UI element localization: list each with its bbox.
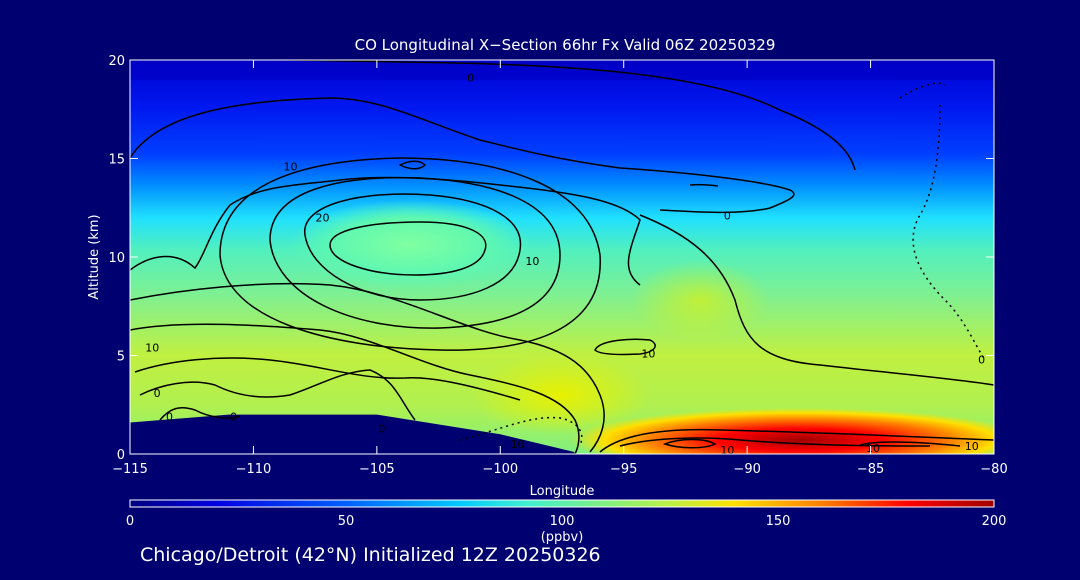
contour-line [599, 428, 994, 453]
x-tick-label: −115 [112, 462, 148, 477]
colorbar-unit-label: (ppbv) [541, 530, 584, 545]
x-tick-label: −85 [857, 462, 884, 477]
contour-label: 10 [525, 255, 539, 268]
chart-title: CO Longitudinal X−Section 66hr Fx Valid … [355, 36, 776, 54]
contour-label: 0 [154, 387, 161, 400]
contour-line [594, 338, 656, 356]
axes: −115 −110 −105 −100 −95 −90 −85 −80 0 5 10 15 20 [108, 54, 1007, 477]
contour-label: 10 [866, 442, 880, 455]
field-yellow-plume [470, 355, 650, 435]
colorbar-tick-label: 0 [126, 514, 134, 529]
contour-line [329, 221, 487, 276]
field-surface-maximum [570, 408, 994, 454]
contour-label: 10 [641, 348, 655, 361]
contour-label: 10 [145, 342, 159, 355]
contour-line [269, 176, 561, 329]
contour-label: 10 [720, 444, 734, 457]
y-axis-label: Altitude (km) [87, 214, 102, 299]
co-field [130, 60, 994, 454]
contour-line [159, 407, 241, 421]
contour-label: 0 [978, 353, 985, 366]
terrain [130, 414, 575, 454]
contour-line [130, 60, 856, 171]
contour-label: 0 [724, 210, 731, 223]
contour-label: 20 [316, 212, 330, 225]
contour-label: 10 [511, 438, 525, 451]
contour-label: 0 [230, 411, 237, 424]
x-tick-label: −95 [610, 462, 637, 477]
contour-line [662, 438, 717, 449]
footer-caption: Chicago/Detroit (42°N) Initialized 12Z 2… [140, 544, 601, 566]
x-tick-label: −80 [980, 462, 1007, 477]
field-upper-maximum [290, 200, 530, 290]
contour-label: 0 [378, 422, 385, 435]
contour-line [130, 176, 641, 286]
colorbar: 0 50 100 150 200 [126, 499, 1007, 529]
contour-line [639, 214, 994, 386]
colorbar-tick-label: 200 [982, 514, 1007, 529]
y-tick-label: 5 [117, 350, 125, 365]
x-tick-label: −110 [236, 462, 272, 477]
y-tick-label: 0 [117, 448, 125, 463]
contour-line [130, 323, 580, 454]
colorbar-tick-label: 100 [550, 514, 575, 529]
contour-line-dotted [899, 82, 986, 361]
contour-line [398, 160, 427, 170]
contour-line [219, 157, 601, 351]
field-yellow-patch [630, 260, 770, 340]
contour-line [619, 437, 931, 447]
contour-line [859, 441, 961, 447]
x-axis-label: Longitude [530, 484, 595, 499]
x-tick-label: −90 [733, 462, 760, 477]
colorbar-tick-label: 150 [766, 514, 791, 529]
y-tick-label: 20 [108, 54, 125, 69]
y-tick-label: 15 [108, 153, 125, 168]
colorbar-ramp [129, 499, 995, 508]
contour-line [134, 357, 521, 401]
contour-line [130, 282, 605, 453]
contour-label: 0 [166, 411, 173, 424]
contour-line [130, 97, 795, 214]
contour-line [689, 183, 719, 187]
x-tick-label: −100 [482, 462, 518, 477]
contour-label: 10 [283, 160, 297, 173]
x-tick-label: −105 [359, 462, 395, 477]
contour-line-dotted [459, 416, 583, 446]
contour-label: 0 [467, 72, 474, 85]
contour-label: 10 [965, 440, 979, 453]
field-top-band [130, 60, 994, 80]
contour-lines [130, 60, 994, 454]
contour-line [139, 369, 416, 421]
y-tick-label: 10 [108, 251, 125, 266]
colorbar-tick-label: 50 [338, 514, 355, 529]
